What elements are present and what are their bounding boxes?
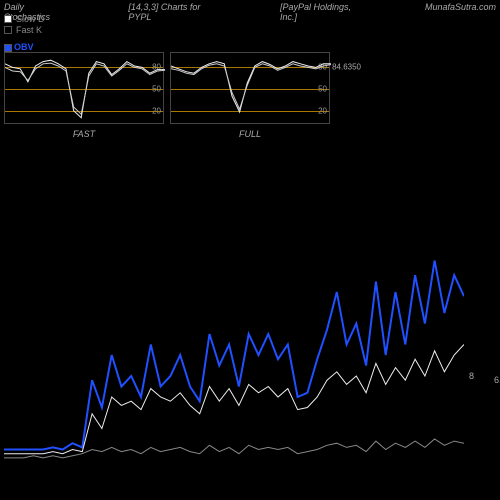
header-source: MunafaSutra.com xyxy=(425,2,496,22)
mini-chart-fast: 20508076.65 FAST xyxy=(4,52,164,124)
legend-label-slow-d: Slow D xyxy=(16,14,45,24)
legend-swatch-slow-d xyxy=(4,15,12,23)
obv-label: OBV xyxy=(4,42,34,52)
main-chart: 86. xyxy=(4,250,464,460)
legend-label-fast-k: Fast K xyxy=(16,25,42,35)
legend: Slow D Fast K xyxy=(4,14,45,36)
mini-chart-fast-title: FAST xyxy=(73,129,95,139)
legend-slow-d: Slow D xyxy=(4,14,45,24)
mini-chart-full-title: FULL xyxy=(239,129,261,139)
legend-swatch-fast-k xyxy=(4,26,12,34)
header: Daily Stochastics [14,3,3] Charts for PY… xyxy=(4,2,496,22)
mini-chart-full: 20508084.6350 FULL xyxy=(170,52,330,124)
mini-charts: 20508076.65 FAST 20508084.6350 FULL xyxy=(4,52,330,124)
legend-fast-k: Fast K xyxy=(4,25,45,35)
header-params: [14,3,3] Charts for PYPL xyxy=(128,2,220,22)
header-company: [PayPal Holdings, Inc.] xyxy=(280,2,365,22)
